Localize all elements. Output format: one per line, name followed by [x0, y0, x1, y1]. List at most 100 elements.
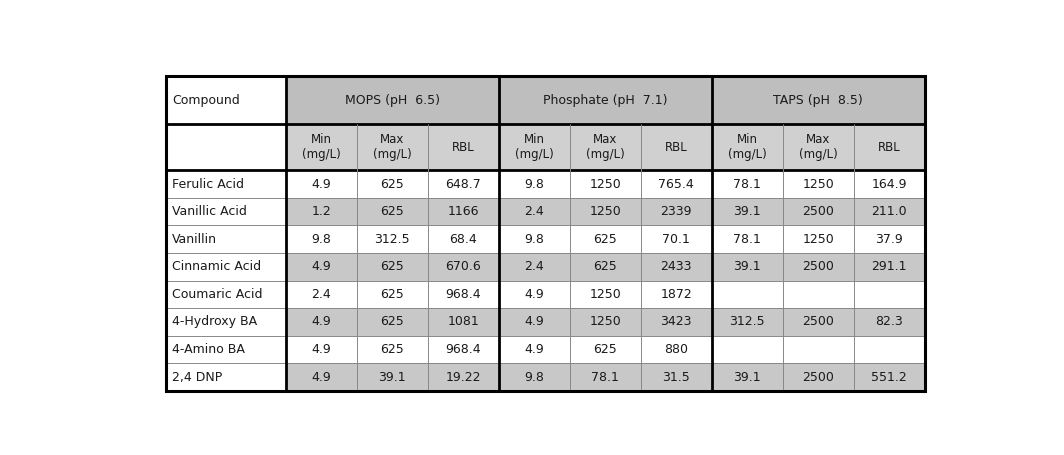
Bar — [356, 170, 428, 198]
Bar — [166, 125, 286, 170]
Bar — [428, 281, 499, 308]
Bar — [853, 253, 925, 281]
Text: 670.6: 670.6 — [446, 260, 481, 273]
Text: 625: 625 — [381, 315, 404, 329]
Bar — [853, 336, 925, 364]
Text: 39.1: 39.1 — [733, 260, 761, 273]
Text: Cinnamic Acid: Cinnamic Acid — [172, 260, 261, 273]
Bar — [853, 170, 925, 198]
Bar — [499, 253, 569, 281]
Bar — [428, 198, 499, 225]
Bar — [641, 281, 712, 308]
Text: MOPS (pH  6.5): MOPS (pH 6.5) — [345, 94, 439, 106]
Bar — [499, 125, 569, 170]
Text: 39.1: 39.1 — [379, 371, 406, 384]
Text: 765.4: 765.4 — [659, 177, 694, 191]
Text: TAPS (pH  8.5): TAPS (pH 8.5) — [774, 94, 863, 106]
Text: 9.8: 9.8 — [525, 233, 544, 246]
Bar — [499, 308, 569, 336]
Bar — [286, 253, 356, 281]
Text: 625: 625 — [594, 343, 617, 356]
Text: 1166: 1166 — [448, 205, 479, 218]
Text: 1250: 1250 — [589, 177, 621, 191]
Text: 1081: 1081 — [447, 315, 479, 329]
Bar — [783, 281, 853, 308]
Bar — [428, 308, 499, 336]
Bar — [783, 253, 853, 281]
Bar — [356, 198, 428, 225]
Bar — [853, 125, 925, 170]
Text: 2.4: 2.4 — [312, 288, 331, 301]
Bar — [641, 308, 712, 336]
Bar — [166, 76, 286, 125]
Text: Coumaric Acid: Coumaric Acid — [172, 288, 263, 301]
Bar — [356, 336, 428, 364]
Bar — [783, 364, 853, 391]
Text: Min
(mg/L): Min (mg/L) — [515, 133, 553, 162]
Text: 2,4 DNP: 2,4 DNP — [172, 371, 222, 384]
Bar — [712, 125, 783, 170]
Text: 2433: 2433 — [661, 260, 692, 273]
Bar — [286, 198, 356, 225]
Bar — [428, 170, 499, 198]
Text: 4.9: 4.9 — [312, 177, 331, 191]
Bar — [783, 125, 853, 170]
Bar — [569, 364, 641, 391]
Text: 1250: 1250 — [589, 315, 621, 329]
Text: 78.1: 78.1 — [733, 233, 761, 246]
Text: 4.9: 4.9 — [525, 315, 544, 329]
Bar — [286, 308, 356, 336]
Bar — [712, 336, 783, 364]
Text: 31.5: 31.5 — [662, 371, 691, 384]
Bar — [569, 308, 641, 336]
Bar — [712, 308, 783, 336]
Text: Min
(mg/L): Min (mg/L) — [302, 133, 340, 162]
Text: 291.1: 291.1 — [871, 260, 907, 273]
Text: 9.8: 9.8 — [525, 371, 544, 384]
Text: Ferulic Acid: Ferulic Acid — [172, 177, 244, 191]
Text: 68.4: 68.4 — [449, 233, 477, 246]
Bar — [569, 198, 641, 225]
Text: 2339: 2339 — [661, 205, 692, 218]
Bar — [569, 336, 641, 364]
Bar — [641, 336, 712, 364]
Bar — [356, 225, 428, 253]
Bar — [428, 336, 499, 364]
Bar — [712, 253, 783, 281]
Bar — [428, 364, 499, 391]
Bar — [641, 125, 712, 170]
Bar — [166, 364, 286, 391]
Bar — [853, 281, 925, 308]
Text: 9.8: 9.8 — [525, 177, 544, 191]
Bar — [356, 125, 428, 170]
Bar — [286, 125, 356, 170]
Bar — [166, 336, 286, 364]
Bar — [569, 125, 641, 170]
Bar — [853, 364, 925, 391]
Bar — [166, 198, 286, 225]
Text: 1872: 1872 — [661, 288, 692, 301]
Bar — [499, 198, 569, 225]
Text: 19.22: 19.22 — [446, 371, 481, 384]
Bar — [286, 76, 499, 125]
Bar — [783, 225, 853, 253]
Text: Max
(mg/L): Max (mg/L) — [586, 133, 625, 162]
Bar — [499, 76, 712, 125]
Text: 1250: 1250 — [802, 177, 834, 191]
Text: Compound: Compound — [172, 94, 239, 106]
Text: Vanillin: Vanillin — [172, 233, 217, 246]
Text: 70.1: 70.1 — [662, 233, 691, 246]
Bar — [428, 125, 499, 170]
Text: 625: 625 — [381, 343, 404, 356]
Text: Min
(mg/L): Min (mg/L) — [728, 133, 766, 162]
Bar — [356, 308, 428, 336]
Text: 880: 880 — [664, 343, 688, 356]
Text: RBL: RBL — [452, 141, 475, 154]
Text: RBL: RBL — [878, 141, 900, 154]
Bar — [499, 281, 569, 308]
Text: 551.2: 551.2 — [871, 371, 907, 384]
Text: 648.7: 648.7 — [446, 177, 481, 191]
Text: 4.9: 4.9 — [525, 288, 544, 301]
Text: 4.9: 4.9 — [312, 315, 331, 329]
Bar — [499, 336, 569, 364]
